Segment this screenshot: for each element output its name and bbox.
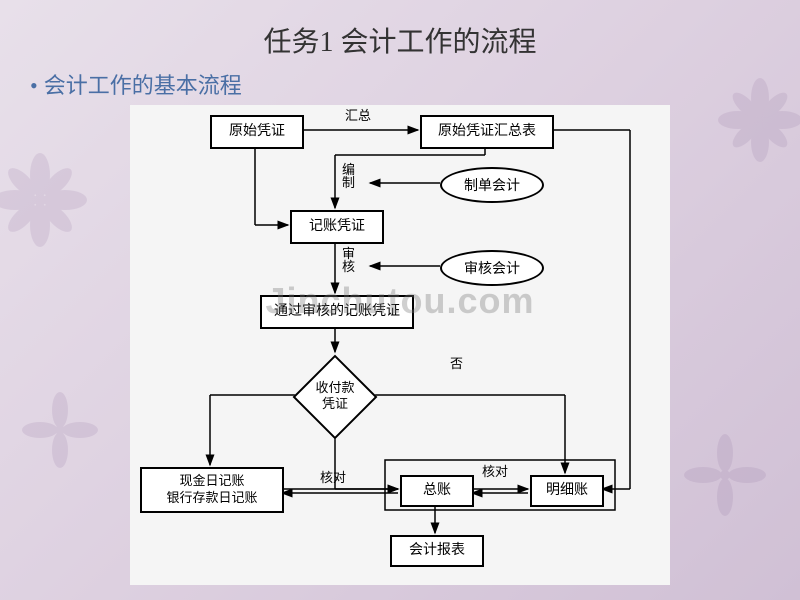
node-summary-sheet: 原始凭证汇总表 <box>420 115 554 149</box>
node-original-voucher: 原始凭证 <box>210 115 304 149</box>
node-financial-report: 会计报表 <box>390 535 484 567</box>
node-general-ledger: 总账 <box>400 475 474 507</box>
node-subsidiary-ledger: 明细账 <box>530 475 604 507</box>
flower-decoration <box>670 420 780 530</box>
edge-label-summary: 汇总 <box>345 105 371 124</box>
edge-label-check1: 核对 <box>320 467 346 486</box>
flowchart-container: 原始凭证 原始凭证汇总表 记账凭证 制单会计 审核会计 通过审核的记账凭证 收付… <box>130 105 670 585</box>
node-cash-journal: 现金日记账银行存款日记账 <box>140 467 284 513</box>
edge-label-prepare: 编制 <box>342 163 355 189</box>
node-preparer: 制单会计 <box>440 167 544 203</box>
edge-label-no: 否 <box>450 353 463 372</box>
flowchart-edges <box>130 105 670 585</box>
node-bookkeeping-voucher: 记账凭证 <box>290 210 384 244</box>
page-subtitle: •会计工作的基本流程 <box>0 60 800 100</box>
subtitle-text: 会计工作的基本流程 <box>44 73 242 98</box>
edge-label-review: 审核 <box>342 247 355 273</box>
node-approved-voucher: 通过审核的记账凭证 <box>260 295 414 329</box>
edge-label-check2: 核对 <box>482 461 508 480</box>
bullet-icon: • <box>30 73 38 98</box>
page-title: 任务1 会计工作的流程 <box>0 0 800 60</box>
node-reviewer: 审核会计 <box>440 250 544 286</box>
node-decision-payment <box>293 355 378 440</box>
flower-decoration <box>10 380 110 480</box>
flower-decoration <box>0 130 110 270</box>
